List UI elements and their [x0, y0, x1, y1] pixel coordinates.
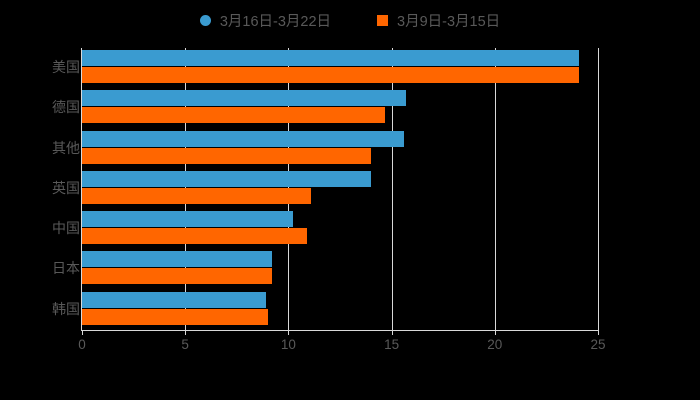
bar [82, 147, 371, 164]
x-axis-tick-label: 5 [181, 337, 189, 352]
gridline [598, 48, 599, 330]
legend-item[interactable]: 3月9日-3月15日 [377, 10, 500, 31]
bar [82, 251, 272, 268]
x-axis-line [81, 330, 599, 331]
y-axis-category-label: 德国 [52, 99, 80, 116]
circle-marker-icon [199, 14, 211, 26]
square-marker-icon [377, 14, 389, 26]
x-axis-tick [598, 330, 599, 335]
bar-group: 美国 [52, 48, 598, 88]
x-axis-tick-label: 20 [487, 337, 503, 352]
y-axis-category-label: 其他 [52, 139, 80, 156]
x-axis-tick-label: 0 [78, 337, 86, 352]
x-axis-tick [288, 330, 290, 335]
bar [82, 211, 293, 228]
bar-group: 韩国 [52, 290, 598, 330]
y-axis-category-label: 美国 [52, 59, 80, 75]
bar [82, 50, 580, 66]
bar [82, 90, 407, 107]
y-axis-category-label: 中国 [52, 220, 80, 237]
bar [82, 130, 404, 147]
legend-item-label: 3月16日-3月22日 [219, 13, 332, 30]
x-axis-tick [391, 330, 393, 335]
y-axis-category-label: 日本 [52, 260, 80, 277]
x-axis-tick-label: 25 [590, 337, 606, 352]
x-axis-tick [494, 330, 496, 335]
plot-area: 0 5 10 15 20 25 美国德国其他英国中国日本韩国 [52, 48, 606, 352]
bar-group: 英国 [52, 169, 598, 209]
bar [82, 268, 272, 285]
bar [82, 107, 386, 124]
bar-group: 德国 [52, 88, 598, 128]
x-axis-tick-label: 15 [384, 337, 400, 352]
bar [82, 170, 371, 187]
chart-legend: 3月16日-3月22日 3月9日-3月15日 [0, 0, 700, 40]
gridline [494, 48, 496, 330]
bar [82, 67, 580, 83]
y-axis-category-label: 韩国 [52, 300, 80, 317]
bar [82, 291, 266, 308]
bar [82, 187, 312, 204]
legend-item-label: 3月9日-3月15日 [397, 13, 501, 30]
y-axis-line [81, 48, 82, 330]
legend-item[interactable]: 3月16日-3月22日 [199, 10, 332, 31]
x-axis-tick-label: 10 [280, 337, 296, 352]
x-axis-tick [82, 330, 83, 335]
x-axis-tick [185, 330, 187, 335]
bar [82, 308, 268, 325]
bar-group: 其他 [52, 129, 598, 169]
gridline [391, 48, 393, 330]
bar [82, 228, 307, 245]
bar-group: 日本 [52, 249, 598, 289]
y-axis-category-label: 英国 [52, 179, 80, 196]
bar-group: 中国 [52, 209, 598, 249]
